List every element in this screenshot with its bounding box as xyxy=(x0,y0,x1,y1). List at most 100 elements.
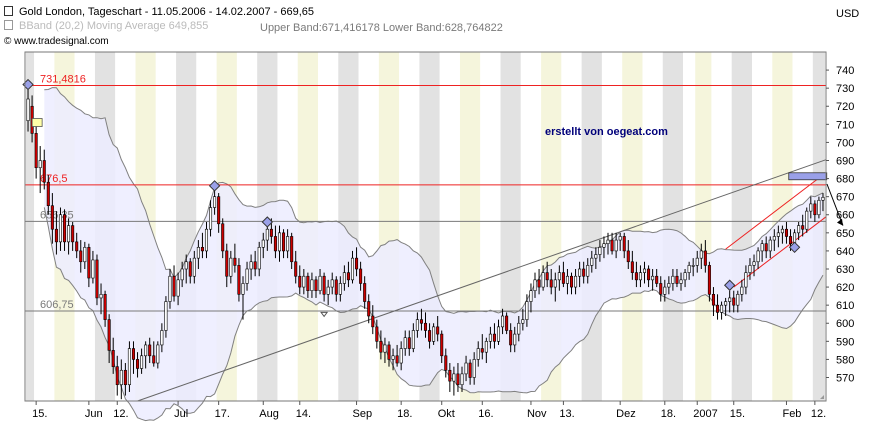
candle-body xyxy=(659,283,663,295)
peak-marker xyxy=(208,180,221,192)
candle-body xyxy=(784,228,788,237)
indicator-row: BBand (20,2) Moving Average 649,855 xyxy=(4,20,208,32)
candle-body xyxy=(557,272,561,281)
candle-body xyxy=(375,326,379,342)
candle-body xyxy=(472,359,476,378)
candle-body xyxy=(371,315,375,328)
candle-body xyxy=(561,272,565,284)
indicator-icon[interactable] xyxy=(4,20,13,30)
candle-body xyxy=(638,272,642,281)
peak-marker xyxy=(261,216,274,228)
candle-body xyxy=(707,265,711,295)
candle-body xyxy=(50,205,54,230)
candle-body xyxy=(63,214,67,243)
candle-body xyxy=(407,337,411,349)
candle-body xyxy=(294,261,298,277)
x-tick-label: 14. xyxy=(296,408,311,420)
candle-body xyxy=(403,337,407,349)
channel-lower-line xyxy=(733,216,827,288)
candle-body xyxy=(200,246,204,252)
x-tick-label: Aug xyxy=(259,408,279,420)
candle-body xyxy=(565,275,569,284)
plot-frame xyxy=(24,51,827,402)
candle-body xyxy=(123,369,127,386)
candle-body xyxy=(322,275,326,295)
candle-body xyxy=(164,301,168,331)
candle-body xyxy=(582,268,586,277)
candle-body xyxy=(350,257,355,281)
candle-body xyxy=(501,315,505,328)
x-tick-label: 16. xyxy=(478,408,493,420)
candle-body xyxy=(756,250,760,263)
candle-body xyxy=(663,286,667,295)
candle-body xyxy=(610,239,614,252)
candle-body xyxy=(136,359,140,369)
candle-body xyxy=(545,272,549,281)
candle-body xyxy=(391,355,395,360)
candle-body xyxy=(330,279,334,288)
candle-body xyxy=(217,196,221,225)
candle-body xyxy=(213,196,217,208)
candle-body xyxy=(131,348,135,360)
candle-body xyxy=(119,369,123,386)
chart-title: Gold London, Tageschart - 11.05.2006 - 1… xyxy=(19,6,314,18)
candle-body xyxy=(342,272,346,284)
x-tick-label: Feb xyxy=(782,408,801,420)
candle-body xyxy=(261,239,265,248)
low-marker xyxy=(320,311,329,318)
candle-body xyxy=(91,259,95,279)
candle-body xyxy=(326,286,330,295)
candle-body xyxy=(695,257,699,266)
candle-body xyxy=(744,272,748,288)
candle-body xyxy=(26,98,30,122)
chart-title-row: Gold London, Tageschart - 11.05.2006 - 1… xyxy=(4,6,314,18)
candle-body xyxy=(813,203,817,216)
x-tick-label: 12. xyxy=(113,408,128,420)
x-tick-label: Jul xyxy=(174,408,188,420)
candle-body xyxy=(310,279,314,291)
candle-body xyxy=(355,257,359,270)
candle-body xyxy=(241,283,245,295)
candle-body xyxy=(598,246,602,255)
candle-body xyxy=(569,275,574,288)
y-tick-label: 590 xyxy=(836,336,854,348)
y-tick-label: 650 xyxy=(836,228,854,240)
y-tick-label: 710 xyxy=(836,119,854,131)
candle-body xyxy=(103,294,107,320)
candle-body xyxy=(209,207,213,230)
candle-body xyxy=(679,279,683,284)
candle-body xyxy=(525,301,529,320)
candle-body xyxy=(46,181,50,207)
candle-body xyxy=(156,344,160,364)
date-stripe xyxy=(683,52,696,401)
date-stripe xyxy=(622,52,643,401)
x-tick-label: 15. xyxy=(32,408,47,420)
candle-body xyxy=(253,261,257,270)
date-stripe xyxy=(601,52,623,401)
candle-body xyxy=(764,243,768,252)
candle-body xyxy=(298,275,302,288)
candle-body xyxy=(626,250,630,263)
candle-body xyxy=(752,261,756,266)
candle-body xyxy=(172,275,176,297)
candle-body xyxy=(34,133,38,169)
candle-body xyxy=(79,250,83,263)
candle-body xyxy=(144,344,148,357)
candle-body xyxy=(237,265,241,295)
y-tick-label: 610 xyxy=(836,300,854,312)
y-tick-label: 580 xyxy=(836,354,854,366)
symbol-icon[interactable] xyxy=(4,6,13,16)
candle-body xyxy=(383,344,387,353)
x-tick-label: Dez xyxy=(616,408,636,420)
candle-body xyxy=(233,257,237,266)
candle-body xyxy=(204,228,209,252)
candle-body xyxy=(225,250,229,277)
candle-body xyxy=(720,304,724,313)
candle-body xyxy=(683,272,687,281)
candle-body xyxy=(513,333,517,346)
level-label: 606,75 xyxy=(40,299,74,311)
candle-body xyxy=(578,268,582,277)
candle-body xyxy=(415,319,419,331)
y-tick-label: 570 xyxy=(836,372,854,384)
pattern-markers xyxy=(22,78,844,318)
